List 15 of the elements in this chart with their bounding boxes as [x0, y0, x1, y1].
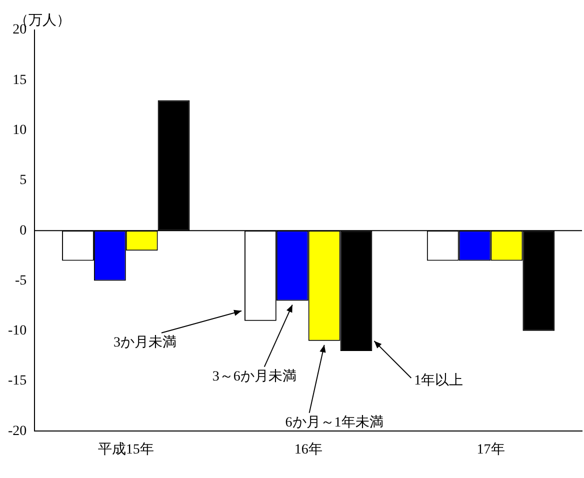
y-tick-label: 10 [12, 122, 27, 138]
y-tick-label: 0 [20, 223, 27, 238]
x-tick-label: 17年 [476, 441, 505, 458]
y-tick-label: -20 [8, 424, 27, 439]
text: 3か月未満 [113, 334, 176, 351]
y-tick-label: 5 [20, 173, 27, 188]
text: 6か月～1年未満 [285, 414, 384, 431]
y-tick-label: -10 [8, 324, 27, 339]
x-tick-label: 16年 [294, 441, 322, 458]
text: 3～6か月未満 [212, 368, 296, 384]
x-tick-label: 平成15年 [98, 441, 154, 458]
y-tick-label: -15 [8, 374, 27, 389]
y-tick-label: 15 [12, 72, 27, 88]
text: 1年以上 [414, 372, 464, 389]
y-tick-label: -5 [14, 273, 27, 288]
